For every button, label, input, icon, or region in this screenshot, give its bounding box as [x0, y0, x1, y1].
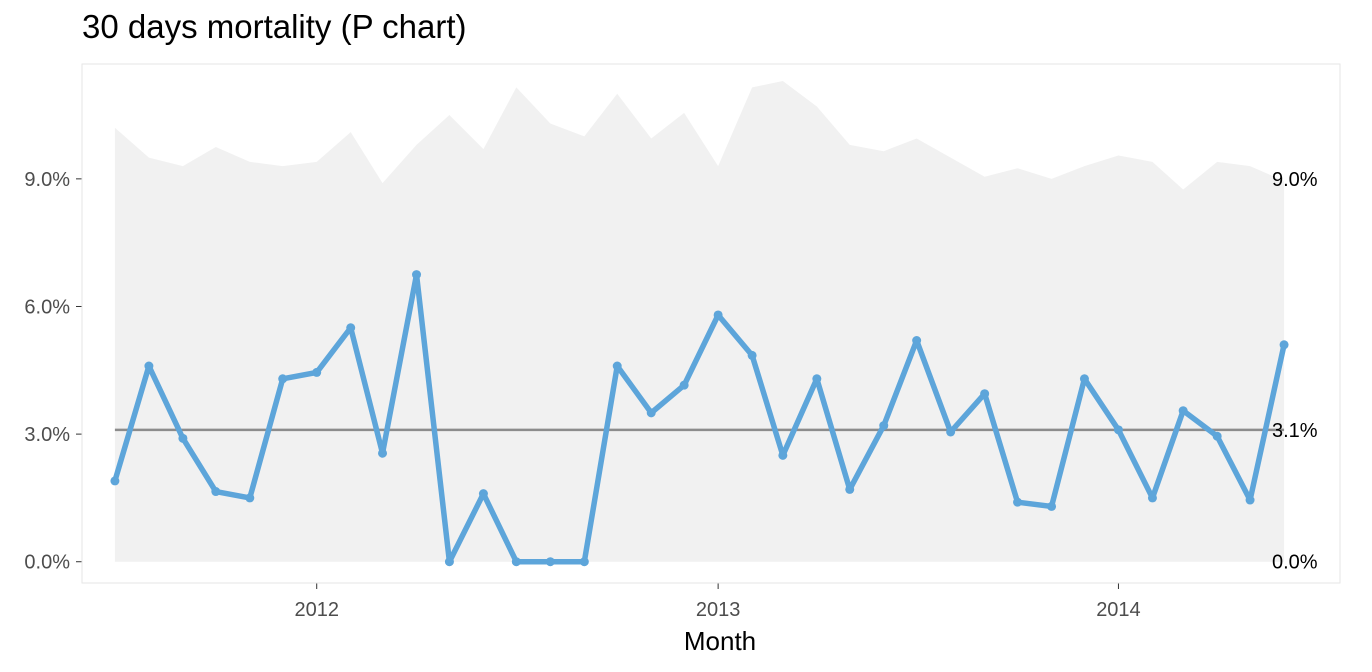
- data-point: [1245, 495, 1255, 505]
- data-point: [144, 361, 154, 371]
- data-point: [545, 557, 555, 567]
- data-point: [178, 433, 188, 443]
- y-axis-labels: 0.0% 3.0% 6.0% 9.0%: [24, 169, 70, 574]
- data-point: [1279, 340, 1289, 350]
- right-axis-labels: 9.0% 3.1% 0.0%: [1272, 169, 1318, 574]
- data-point: [812, 374, 822, 384]
- data-point: [278, 374, 288, 384]
- series-line: [112, 271, 1287, 565]
- control-limits-area: [114, 81, 1285, 562]
- data-point: [912, 336, 922, 346]
- data-point: [980, 389, 990, 399]
- data-point: [879, 421, 889, 431]
- x-axis-title: Month: [684, 626, 756, 656]
- right-label: 9.0%: [1272, 169, 1318, 191]
- x-tick-label: 2014: [1096, 599, 1141, 621]
- data-point: [110, 476, 120, 486]
- right-label: 3.1%: [1272, 420, 1318, 442]
- data-point: [478, 489, 488, 499]
- data-point: [346, 323, 356, 333]
- y-tick-label: 0.0%: [24, 552, 70, 574]
- data-point: [679, 380, 689, 390]
- right-label: 0.0%: [1272, 552, 1318, 574]
- data-point: [1047, 501, 1057, 511]
- data-point: [1079, 374, 1089, 384]
- data-point: [245, 493, 255, 503]
- data-point: [312, 367, 322, 377]
- data-point: [713, 310, 723, 320]
- data-point: [1147, 493, 1157, 503]
- axis-ticks: [76, 178, 1119, 589]
- x-axis-labels: 2012 2013 2014: [294, 599, 1140, 621]
- data-point: [211, 487, 221, 497]
- y-tick-label: 3.0%: [24, 424, 70, 446]
- data-point: [1212, 431, 1222, 441]
- data-point: [1178, 406, 1188, 416]
- data-point: [444, 557, 454, 567]
- data-point: [747, 350, 757, 360]
- data-point: [1013, 497, 1023, 507]
- data-points: [110, 270, 1289, 567]
- y-tick-label: 6.0%: [24, 296, 70, 318]
- chart-title: 30 days mortality (P chart): [82, 8, 467, 45]
- data-point: [1113, 425, 1123, 435]
- data-point: [378, 448, 388, 458]
- x-tick-label: 2012: [294, 599, 339, 621]
- data-point: [579, 557, 589, 567]
- data-point: [845, 484, 855, 494]
- data-point: [778, 450, 788, 460]
- panel-border: [81, 63, 1341, 584]
- data-point: [612, 361, 622, 371]
- data-point: [412, 270, 422, 280]
- data-point: [646, 408, 656, 418]
- data-point: [511, 557, 521, 567]
- data-point: [946, 427, 956, 437]
- y-tick-label: 9.0%: [24, 169, 70, 191]
- x-tick-label: 2013: [696, 599, 741, 621]
